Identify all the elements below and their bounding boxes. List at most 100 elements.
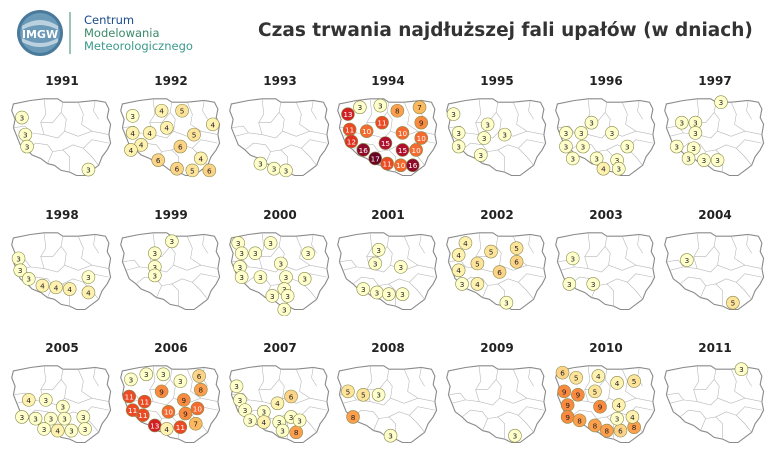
station-value: 16 [359,146,369,155]
station-circle [593,399,607,414]
station-marker: 3 [559,126,573,140]
voivodeship-border [518,273,544,283]
station-circle [477,131,491,145]
station-value: 3 [130,112,135,121]
station-marker: 5 [187,127,201,142]
station-value: 3 [144,370,149,379]
station-marker: 11 [137,394,152,409]
station-marker: 3 [13,263,28,278]
station-circle [188,416,203,431]
voivodeship-border [596,416,614,440]
station-circle [562,277,577,291]
station-circle [37,422,51,436]
voivodeship-border [282,130,327,137]
station-circle [681,151,696,166]
station-circle [62,282,77,296]
station-circle [154,103,169,118]
station-value: 4 [40,282,45,291]
station-marker: 9 [557,384,572,399]
station-marker: 3 [734,362,749,376]
station-circle [81,162,96,177]
year-label: 2007 [263,341,297,355]
station-value: 3 [43,396,48,405]
station-circle [243,413,257,428]
station-value: 3 [451,110,456,119]
station-value: 3 [297,416,302,425]
year-label: 1995 [480,74,514,88]
station-marker: 3 [274,256,288,271]
station-marker: 3 [15,410,29,424]
station-circle [458,236,473,250]
station-marker: 5 [569,370,583,385]
station-circle [234,246,249,261]
year-label: 1993 [263,74,297,88]
voivodeship-border [301,139,327,149]
voivodeship-border [512,102,528,132]
voivodeship-border [93,367,99,387]
station-value: 3 [504,299,509,308]
voivodeship-border [693,246,715,257]
voivodeship-border [149,365,156,402]
station-circle [20,139,34,154]
station-circle [395,143,410,157]
voivodeship-border [171,278,208,300]
station-marker: 3 [474,148,488,162]
station-value: 3 [579,129,584,138]
voivodeship-border [497,278,534,300]
station-marker: 3 [18,127,33,142]
station-value: 3 [478,151,483,160]
station-marker: 10 [414,131,429,145]
station-marker: 13 [148,418,162,433]
station-value: 4 [275,399,280,408]
station-marker: 6 [509,254,524,269]
station-value: 10 [417,134,427,143]
year-label: 2011 [698,341,732,355]
station-circle [194,382,208,397]
voivodeship-border [606,278,643,300]
station-marker: 4 [610,376,624,390]
station-circle [697,153,711,167]
station-circle [395,126,410,140]
voivodeship-border [60,236,67,266]
station-marker: 3 [674,115,689,130]
station-circle [57,411,72,426]
voivodeship-border [64,130,109,137]
voivodeship-border [713,236,720,266]
station-circle [15,410,29,424]
station-marker: 3 [455,277,469,291]
map-panel-2009: 2009 3 [443,341,551,449]
station-marker: 3 [681,151,696,166]
station-circle [154,384,169,399]
station-marker: 8 [346,410,360,424]
station-marker: 3 [279,163,293,178]
station-marker: 3 [44,411,58,426]
station-circle [177,393,191,407]
station-marker: 5 [341,384,355,399]
station-circle [610,376,624,390]
station-value: 5 [593,387,598,396]
voivodeship-border [122,259,140,268]
station-marker: 3 [139,367,154,382]
station-value: 10 [398,129,408,138]
station-marker: 3 [586,277,600,291]
station-value: 3 [284,273,289,282]
station-circle [165,234,179,249]
voivodeship-border [301,406,327,416]
station-circle [451,263,466,278]
map-panel-2011: 2011 3 [661,341,768,449]
voivodeship-border [560,264,609,273]
station-value: 11 [138,411,147,420]
station-circle [409,143,423,157]
station-circle [81,285,96,300]
station-value: 3 [170,237,175,246]
station-value: 3 [456,142,461,151]
station-marker: 4 [159,422,174,436]
station-value: 4 [139,141,144,150]
station-value: 16 [408,161,418,170]
station-circle [292,413,307,428]
imgw-logo-mark-icon: IMGW [17,10,71,56]
country-outline [446,365,547,444]
station-marker: 3 [394,260,408,274]
voivodeship-border [40,246,62,257]
station-circle [353,100,367,115]
